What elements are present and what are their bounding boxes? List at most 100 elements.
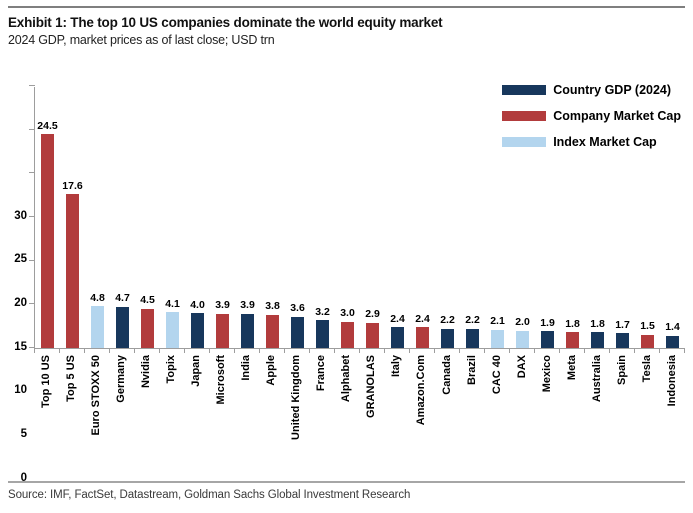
- x-tick-mark: [335, 349, 360, 353]
- bar-column: 1.8: [560, 87, 585, 348]
- bar-value-label: 3.8: [265, 300, 280, 313]
- bar-value-label: 4.5: [140, 294, 155, 307]
- category-label: Apple: [265, 355, 278, 386]
- bar-value-label: 1.5: [640, 320, 655, 333]
- bar-gdp: [191, 313, 204, 348]
- bar-value-label: 3.2: [315, 305, 330, 318]
- x-tick-mark: [360, 349, 385, 353]
- bar-column: 2.1: [485, 87, 510, 348]
- bar-index: [516, 330, 529, 348]
- bar-value-label: 1.9: [540, 316, 555, 329]
- category-label-slot: United Kingdom: [284, 355, 309, 477]
- category-label: CAC 40: [490, 355, 503, 395]
- legend-swatch-company: [502, 111, 547, 121]
- category-label-slot: Top 5 US: [59, 355, 84, 477]
- category-label: France: [315, 355, 328, 392]
- category-label: Germany: [115, 355, 128, 403]
- category-label-slot: Amazon.Com: [409, 355, 434, 477]
- category-label: Meta: [565, 355, 578, 381]
- category-label: Spain: [615, 355, 628, 385]
- bar-column: 1.7: [610, 87, 635, 348]
- category-label: Australia: [590, 355, 603, 403]
- bar-company: [341, 321, 354, 348]
- bar-column: 1.5: [635, 87, 660, 348]
- category-label: Mexico: [540, 355, 553, 393]
- x-tick-mark: [34, 349, 60, 353]
- y-tick-label: 0: [20, 471, 27, 484]
- bar-index: [491, 329, 504, 348]
- bar-value-label: 1.7: [615, 318, 630, 331]
- y-axis-labels: 0 5 10 15 20 25 30: [8, 87, 34, 483]
- bar-column: 3.0: [335, 87, 360, 348]
- bar-gdp: [116, 306, 129, 348]
- bar-company: [416, 327, 429, 348]
- category-label-slot: Germany: [109, 355, 134, 477]
- bar-gdp: [291, 316, 304, 348]
- category-label: Japan: [190, 355, 203, 387]
- x-tick-mark: [510, 349, 535, 353]
- bar-value-label: 17.6: [62, 179, 83, 192]
- x-tick-mark: [185, 349, 210, 353]
- category-label: Top 5 US: [65, 355, 78, 402]
- chart-legend: Country GDP (2024) Company Market Cap Inde…: [502, 83, 681, 149]
- legend-swatch-gdp: [502, 85, 547, 95]
- x-tick-mark: [535, 349, 560, 353]
- category-label-slot: Nvidia: [134, 355, 159, 477]
- footer-divider: [8, 481, 685, 483]
- bars-container: 24.5 17.6 4.8 4.7 4.5 4.1 4.0 3.9 3.9 3.8 3.6 3.2 3.…: [35, 87, 685, 348]
- category-label-slot: Top 10 US: [34, 355, 59, 477]
- category-label: Tesla: [640, 355, 653, 383]
- category-label-slot: Indonesia: [660, 355, 685, 477]
- x-tick-mark: [135, 349, 160, 353]
- x-tick-mark: [60, 349, 85, 353]
- legend-item-company: Company Market Cap: [502, 109, 681, 123]
- bar-column: 4.5: [135, 87, 160, 348]
- category-label-slot: Tesla: [635, 355, 660, 477]
- legend-swatch-index: [502, 137, 547, 147]
- bar-index: [166, 312, 179, 348]
- y-tick-mark: [29, 85, 35, 86]
- legend-label: Company Market Cap: [553, 109, 681, 123]
- x-tick-mark: [210, 349, 235, 353]
- x-tick-mark: [160, 349, 185, 353]
- x-tick-mark: [435, 349, 460, 353]
- source-note: Source: IMF, FactSet, Datastream, Goldma…: [8, 489, 411, 501]
- category-label-slot: Australia: [585, 355, 610, 477]
- bar-value-label: 3.6: [290, 302, 305, 315]
- plot-area: 24.5 17.6 4.8 4.7 4.5 4.1 4.0 3.9 3.9 3.8 3.6 3.2 3.…: [29, 85, 685, 349]
- bar-value-label: 3.9: [240, 299, 255, 312]
- legend-item-index: Index Market Cap: [502, 135, 681, 149]
- bar-company: [141, 308, 154, 348]
- category-label-slot: Euro STOXX 50: [84, 355, 109, 477]
- bar-column: 17.6: [60, 87, 85, 348]
- x-tick-mark: [585, 349, 610, 353]
- x-tick-mark: [635, 349, 660, 353]
- category-label-slot: GRANOLAS: [359, 355, 384, 477]
- bar-gdp: [241, 313, 254, 348]
- category-label-slot: Topix: [159, 355, 184, 477]
- bar-company: [366, 322, 379, 348]
- bar-value-label: 3.0: [340, 307, 355, 320]
- bar-column: 2.2: [435, 87, 460, 348]
- y-tick-mark: [29, 216, 35, 217]
- bar-gdp: [666, 335, 679, 348]
- bar-value-label: 2.2: [465, 314, 480, 327]
- x-tick-mark: [285, 349, 310, 353]
- chart-title: Exhibit 1: The top 10 US companies domin…: [8, 15, 443, 30]
- bar-column: 3.9: [210, 87, 235, 348]
- legend-label: Country GDP (2024): [553, 83, 672, 97]
- bar-column: 3.6: [285, 87, 310, 348]
- bar-value-label: 2.4: [415, 312, 430, 325]
- y-tick-label: 25: [14, 253, 27, 266]
- x-axis-category-labels: Top 10 US Top 5 US Euro STOXX 50 Germany Nvi…: [34, 355, 685, 477]
- bar-column: 2.4: [410, 87, 435, 348]
- bar-company: [566, 332, 579, 348]
- category-label: Canada: [440, 355, 453, 395]
- bar-value-label: 2.9: [365, 308, 380, 321]
- category-label-slot: DAX: [510, 355, 535, 477]
- x-tick-mark: [410, 349, 435, 353]
- category-label: GRANOLAS: [365, 355, 378, 418]
- bar-value-label: 24.5: [37, 119, 58, 132]
- y-tick-mark: [29, 303, 35, 305]
- category-label-slot: Spain: [610, 355, 635, 477]
